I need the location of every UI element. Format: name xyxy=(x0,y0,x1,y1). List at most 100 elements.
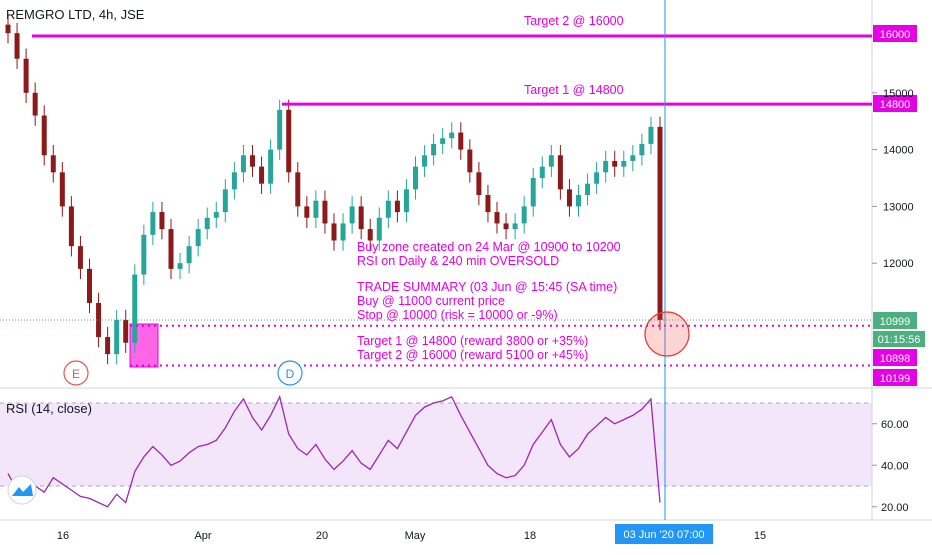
candle-body xyxy=(250,155,255,167)
candle-body xyxy=(422,155,428,167)
candle-body xyxy=(177,263,183,269)
candle-body xyxy=(431,143,437,156)
candle-body xyxy=(557,155,563,190)
candle-body xyxy=(413,166,418,190)
candle-body xyxy=(59,172,65,207)
candle-body xyxy=(367,229,373,241)
price-axis[interactable]: 15000 14000 13000 12000 xyxy=(872,88,914,270)
price-pane[interactable] xyxy=(0,0,872,385)
candle-body xyxy=(286,109,292,173)
candle-body xyxy=(304,206,310,218)
tradingview-logo-icon[interactable] xyxy=(7,475,37,505)
candle-body xyxy=(14,33,20,59)
candle-body xyxy=(204,217,210,230)
trade-summary-title: TRADE SUMMARY (03 Jun @ 15:45 (SA time) xyxy=(357,280,617,294)
candle-body xyxy=(114,320,120,355)
candle-body xyxy=(141,234,147,275)
price-level-badge xyxy=(873,312,917,329)
candle-body xyxy=(41,115,47,156)
rsi-line xyxy=(7,394,661,508)
target2-label: Target 2 @ 16000 xyxy=(524,14,624,28)
candle-body xyxy=(195,229,201,247)
candle-body xyxy=(240,155,246,173)
candle-body xyxy=(186,246,192,264)
target1-label: Target 1 @ 14800 xyxy=(524,83,624,97)
candle-body xyxy=(521,206,527,224)
price-level-label: 10898 xyxy=(880,353,911,365)
candle-body xyxy=(96,302,102,338)
candle-body xyxy=(105,337,111,355)
candle-body xyxy=(295,172,301,207)
candle-body xyxy=(168,229,174,269)
candle-body xyxy=(440,138,446,144)
candle-body xyxy=(331,223,337,241)
chart-title: REMGRO LTD, 4h, JSE xyxy=(6,7,145,22)
candle-body xyxy=(222,189,228,213)
candle-body xyxy=(576,195,581,207)
candle-body xyxy=(403,189,409,213)
rsi-tick-label: 20.00 xyxy=(881,502,909,514)
candle-body xyxy=(358,206,364,230)
time-axis[interactable]: 16 Apr 20 May 18 15 xyxy=(57,530,766,542)
candle-body xyxy=(87,268,92,303)
candle-body xyxy=(394,200,400,213)
rsi-axis[interactable]: 60.00 40.00 20.00 xyxy=(872,419,909,514)
marker-d-label: D xyxy=(286,367,295,381)
candle-body xyxy=(150,212,156,235)
candle-body xyxy=(340,223,346,241)
candle-body xyxy=(231,172,237,190)
trade-stop-note: Stop @ 10000 (risk = 10000 or -9%) xyxy=(357,308,558,322)
candle-body xyxy=(5,24,11,34)
marker-e[interactable]: E xyxy=(63,360,89,386)
time-tick-label: 18 xyxy=(524,530,536,542)
candle-body xyxy=(621,160,627,167)
entry-highlight-circle[interactable] xyxy=(644,311,690,357)
trade-buy-note: Buy @ 11000 current price xyxy=(357,294,505,308)
candle-body xyxy=(77,246,83,269)
trade-target2-note: Target 2 @ 16000 (reward 5100 or +45%) xyxy=(357,348,588,362)
candle-body xyxy=(539,166,545,178)
buy-zone-note: Buy zone created on 24 Mar @ 10900 to 10… xyxy=(357,240,621,254)
time-tick-label: 20 xyxy=(316,530,328,542)
candle-body xyxy=(449,132,455,139)
price-level-label: 10199 xyxy=(880,373,911,385)
crosshair-date-badge: 03 Jun '20 07:00 xyxy=(615,524,713,544)
countdown-badge: 01:15:56 xyxy=(873,331,925,347)
marker-e-label: E xyxy=(72,367,80,381)
price-tick-label: 15000 xyxy=(883,88,914,100)
candle-body xyxy=(123,320,129,343)
price-level-badge xyxy=(873,25,917,42)
candle-body xyxy=(313,200,319,218)
levels-group: 16000 14800 10999 10898 10199 xyxy=(0,25,917,386)
rsi-oversold-note: RSI on Daily & 240 min OVERSOLD xyxy=(357,254,559,268)
time-tick-label: 16 xyxy=(57,530,69,542)
price-tick-label: 14000 xyxy=(883,145,914,157)
candle-body xyxy=(385,200,391,218)
candle-body xyxy=(648,126,654,144)
candle-body xyxy=(639,143,645,156)
candle-body xyxy=(213,212,219,218)
price-level-label: 14800 xyxy=(880,99,911,111)
crosshair-date-text: 03 Jun '20 07:00 xyxy=(623,529,704,541)
candle-body xyxy=(132,274,138,343)
candle-body xyxy=(630,155,636,161)
candle-body xyxy=(603,160,609,173)
price-tick-label: 13000 xyxy=(883,201,914,213)
candle-body xyxy=(494,212,500,224)
rsi-band xyxy=(0,403,872,486)
candle-body xyxy=(259,166,265,184)
countdown-text: 01:15:56 xyxy=(878,334,921,346)
rsi-tick-label: 60.00 xyxy=(881,419,909,431)
candle-body xyxy=(512,223,518,230)
price-level-badge xyxy=(873,369,917,386)
trade-target1-note: Target 1 @ 14800 (reward 3800 or +35%) xyxy=(357,334,588,348)
price-level-label: 16000 xyxy=(880,29,911,41)
marker-d[interactable]: D xyxy=(277,360,303,386)
candle-body xyxy=(23,58,29,93)
time-tick-label: 15 xyxy=(754,530,766,542)
price-level-badge xyxy=(873,95,917,112)
candle-body xyxy=(268,149,274,184)
candle-body xyxy=(548,155,554,167)
